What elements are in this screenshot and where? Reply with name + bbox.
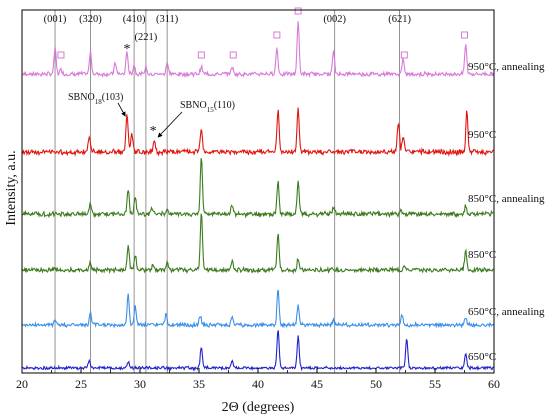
square-marker [273,31,281,39]
x-tick-label: 60 [488,377,500,391]
square-marker [57,51,65,59]
series-line [21,158,494,219]
series-line [21,289,494,329]
series-layer [21,21,495,372]
asterisk-marker: * [124,42,131,57]
reference-line-label: (410) [123,14,146,25]
square-marker [229,51,237,59]
x-tick-label: 45 [311,377,323,391]
series-label: 950°C [468,129,496,141]
x-tick-label: 40 [252,377,264,391]
series-label: 850°C, annealing [468,193,545,205]
x-tick-label: 30 [134,377,146,391]
x-axis-title: 2Θ (degrees) [222,400,295,415]
phase-annotation: SBNO18(103) [68,92,123,106]
x-tick-label: 55 [429,377,441,391]
series-label: 950°C, annealing [468,61,545,73]
x-axis: 20 25 30 35 40 45 50 55 60 [16,368,500,391]
series-line [21,21,495,79]
asterisk-marker: * [150,124,157,139]
annotation-arrow [157,111,183,138]
x-tick-label: 50 [370,377,382,391]
phase-annotation: SBNO15(110) [180,100,235,114]
series-label: 650°C, annealing [468,306,545,318]
series-label: 850°C [468,249,496,261]
series-line [21,213,494,275]
annotation-layer: SBNO18(103) SBNO15(110) [68,92,235,138]
square-marker [294,7,302,15]
series-line [21,330,494,372]
square-marker [461,31,468,39]
series-line [21,107,494,157]
reference-line-label: (221) [135,32,158,43]
reference-line-label: (311) [156,14,179,25]
series-label: 650°C [468,351,496,363]
reference-line-label: (320) [79,14,102,25]
series-labels: 950°C, annealing 950°C 850°C, annealing 850… [468,61,545,363]
reference-line-label: (621) [388,14,411,25]
square-marker [197,51,205,59]
marker-layer: ** [57,7,468,139]
x-tick-label: 35 [193,377,205,391]
x-tick-label: 25 [75,377,87,391]
reference-line-label: (001) [44,14,67,25]
annotation-arrow [117,102,126,117]
plot-frame [21,9,495,374]
reference-lines: (001) (320) (410) (221) (311) (002) (621) [44,10,411,373]
square-marker [400,51,408,59]
x-tick-label: 20 [16,377,28,391]
reference-line-label: (002) [323,14,346,25]
y-axis-title: Intensity, a.u. [4,150,19,225]
